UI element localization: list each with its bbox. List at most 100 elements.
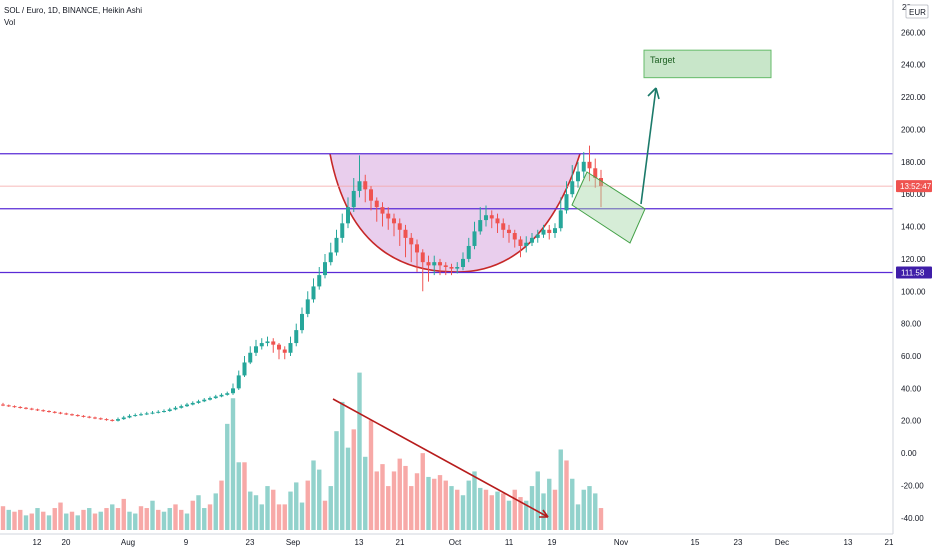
volume-bar <box>403 465 408 530</box>
volume-bar <box>6 509 11 530</box>
volume-bar <box>575 504 581 530</box>
volume-bar <box>455 489 460 530</box>
volume-bar <box>420 453 425 530</box>
candle-body <box>150 412 155 414</box>
volume-bar <box>374 471 379 530</box>
volume-bar <box>271 489 276 530</box>
candle-body <box>380 207 385 214</box>
candle-body <box>455 267 460 269</box>
candle-body <box>478 220 483 232</box>
volume-bar <box>558 449 563 530</box>
volume-bar <box>518 497 523 530</box>
volume-bar <box>432 478 437 530</box>
y-tick-label: 220.00 <box>901 93 926 102</box>
y-tick-label: -40.00 <box>901 514 924 523</box>
volume-bar <box>351 429 356 530</box>
candle-body <box>6 405 11 407</box>
volume-bar <box>593 493 598 530</box>
candle-body <box>570 181 575 195</box>
time-axis[interactable]: 12 20 Aug 9 23 Sep 13 21 Oct 11 19 Nov 15 23 Dec 13 21 <box>0 533 894 547</box>
volume-bar <box>156 509 161 530</box>
candle-body <box>208 398 212 400</box>
candle-body <box>242 362 247 376</box>
volume-bar <box>190 500 195 530</box>
volume-bar <box>18 509 23 530</box>
candle-body <box>156 411 161 413</box>
candle-body <box>144 413 149 415</box>
y-tick-label: 100.00 <box>901 287 926 296</box>
price-axis[interactable]: 260.00 240.00 220.00 200.00 180.00 160.00 140.… <box>892 0 932 534</box>
volume-bar <box>253 495 259 530</box>
volume-bar <box>552 489 558 530</box>
candle-body <box>87 416 92 418</box>
x-tick-label: 19 <box>548 538 557 547</box>
currency-badge-label: EUR <box>909 8 926 17</box>
annotations[interactable]: Target <box>332 49 772 518</box>
x-tick-label: 21 <box>396 538 405 547</box>
candle-body <box>196 401 201 403</box>
candle-body <box>167 409 172 412</box>
volume-bar <box>409 486 414 530</box>
volume-bar <box>196 495 201 530</box>
x-tick-label: 21 <box>885 538 894 547</box>
candle-body <box>162 411 166 413</box>
candle-body <box>518 239 523 246</box>
volume-bar <box>294 482 299 530</box>
candle-body <box>277 344 281 350</box>
volume-bar <box>524 500 529 530</box>
candle-body <box>346 207 350 224</box>
y-tick-label: 120.00 <box>901 255 926 264</box>
volume-trend-arrow-head <box>539 509 549 518</box>
volume-bar <box>363 456 368 530</box>
volume-bar <box>380 464 385 530</box>
volume-bar <box>219 480 224 530</box>
volume-bar <box>98 511 103 530</box>
horizontal-levels[interactable] <box>0 153 893 274</box>
candle-body <box>530 237 534 243</box>
candle-body <box>139 414 143 416</box>
candle-body <box>29 408 34 410</box>
candle-body <box>248 352 253 363</box>
y-tick-label: 260.00 <box>901 28 926 37</box>
volume-label: Vol <box>4 18 16 27</box>
y-tick-label: 20.00 <box>901 417 922 426</box>
symbol-line: SOL / Euro, 1D, BINANCE, Heikin Ashi <box>4 6 142 15</box>
volume-bar <box>75 515 80 530</box>
y-tick-label: 40.00 <box>901 384 922 393</box>
candle-body <box>47 411 51 413</box>
volume-bar <box>282 504 287 530</box>
y-tick-label: 200.00 <box>901 125 926 134</box>
candle-body <box>438 262 442 266</box>
candle-body <box>81 415 86 417</box>
volume-bar <box>150 500 155 530</box>
candle-body <box>185 404 189 407</box>
volume-bar <box>167 508 172 530</box>
volume-bar <box>397 458 402 530</box>
volume-bar <box>173 504 178 530</box>
volume-bar <box>127 511 132 530</box>
volume-bar <box>512 489 517 530</box>
x-tick-label: 9 <box>184 538 189 547</box>
volume-bar <box>161 511 167 530</box>
y-tick-label: -20.00 <box>901 481 924 490</box>
volume-bar <box>12 511 17 530</box>
candle-body <box>489 215 494 219</box>
volume-bar <box>265 486 270 530</box>
candle-body <box>225 393 230 395</box>
candle-body <box>127 415 132 418</box>
y-tick-label: 160.00 <box>901 190 926 199</box>
volume-bar <box>478 487 483 530</box>
x-tick-label: Dec <box>775 538 789 547</box>
volume-bar <box>242 462 247 530</box>
candle-body <box>374 200 379 208</box>
candle-body <box>495 218 500 224</box>
candle-body <box>415 244 419 253</box>
volume-bar <box>414 473 420 530</box>
volume-bar <box>202 508 207 530</box>
y-tick-label: 180.00 <box>901 158 926 167</box>
candle-body <box>35 409 40 411</box>
candle-body <box>265 341 270 344</box>
cup-curve <box>329 153 581 273</box>
candle-body <box>104 419 109 421</box>
